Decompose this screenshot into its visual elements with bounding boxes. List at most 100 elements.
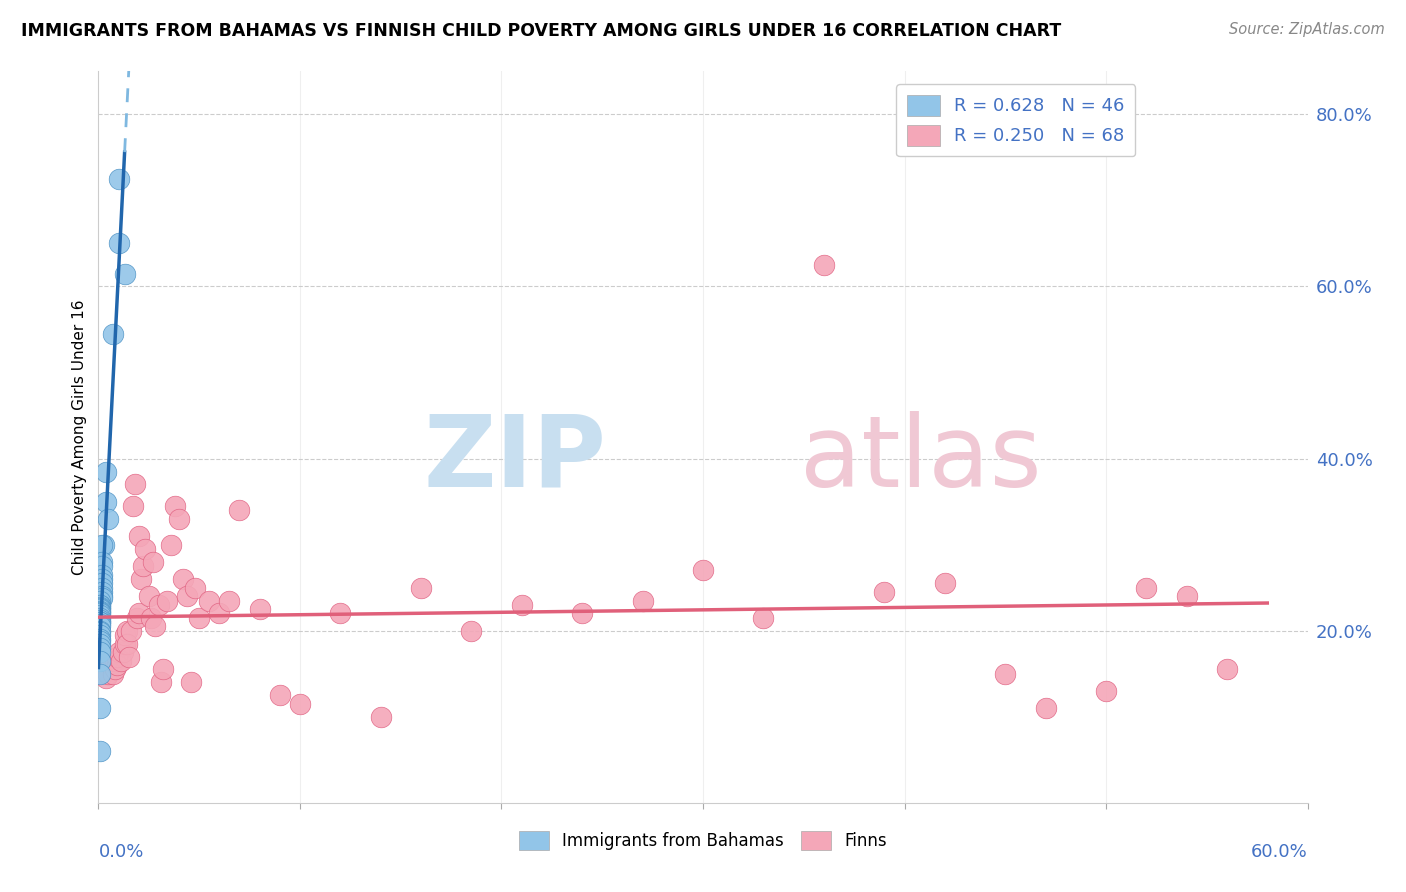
Point bbox=[105, 658, 128, 673]
Point bbox=[107, 645, 129, 659]
Text: Source: ZipAtlas.com: Source: ZipAtlas.com bbox=[1229, 22, 1385, 37]
Point bbox=[96, 494, 118, 508]
Point bbox=[288, 697, 311, 711]
Point bbox=[128, 529, 150, 543]
Point bbox=[128, 607, 150, 621]
Point bbox=[89, 616, 111, 631]
Point bbox=[934, 576, 956, 591]
Point bbox=[107, 172, 129, 186]
Point bbox=[89, 607, 111, 621]
Point bbox=[510, 598, 533, 612]
Y-axis label: Child Poverty Among Girls Under 16: Child Poverty Among Girls Under 16 bbox=[72, 300, 87, 574]
Point bbox=[89, 593, 111, 607]
Point bbox=[1216, 662, 1239, 676]
Point bbox=[89, 645, 111, 659]
Point bbox=[91, 589, 114, 603]
Point bbox=[180, 675, 202, 690]
Point bbox=[129, 572, 152, 586]
Point bbox=[114, 628, 136, 642]
Point bbox=[152, 662, 174, 676]
Point bbox=[249, 602, 271, 616]
Point bbox=[89, 640, 111, 655]
Point bbox=[148, 598, 170, 612]
Point bbox=[114, 267, 136, 281]
Point bbox=[93, 662, 115, 676]
Point bbox=[103, 662, 125, 676]
Point bbox=[89, 628, 111, 642]
Point bbox=[110, 654, 132, 668]
Point bbox=[89, 666, 111, 681]
Point bbox=[96, 658, 118, 673]
Point bbox=[198, 593, 221, 607]
Point bbox=[873, 585, 896, 599]
Point bbox=[89, 608, 111, 623]
Point bbox=[813, 258, 835, 272]
Point bbox=[101, 666, 124, 681]
Point bbox=[631, 593, 654, 607]
Text: atlas: atlas bbox=[800, 410, 1042, 508]
Point bbox=[103, 654, 125, 668]
Point bbox=[142, 555, 165, 569]
Point bbox=[89, 744, 111, 758]
Point bbox=[115, 637, 138, 651]
Point bbox=[89, 615, 111, 629]
Point bbox=[1135, 581, 1157, 595]
Point bbox=[89, 654, 111, 668]
Point bbox=[118, 649, 141, 664]
Point bbox=[97, 512, 120, 526]
Point bbox=[132, 559, 155, 574]
Point bbox=[105, 649, 128, 664]
Point bbox=[111, 645, 134, 659]
Point bbox=[89, 634, 111, 648]
Text: IMMIGRANTS FROM BAHAMAS VS FINNISH CHILD POVERTY AMONG GIRLS UNDER 16 CORRELATIO: IMMIGRANTS FROM BAHAMAS VS FINNISH CHILD… bbox=[21, 22, 1062, 40]
Point bbox=[100, 658, 122, 673]
Point bbox=[134, 541, 156, 556]
Point bbox=[1095, 684, 1118, 698]
Point bbox=[89, 598, 111, 612]
Point bbox=[91, 555, 114, 569]
Point bbox=[97, 666, 120, 681]
Point bbox=[91, 591, 114, 605]
Point bbox=[89, 599, 111, 614]
Point bbox=[89, 611, 111, 625]
Point bbox=[89, 701, 111, 715]
Point bbox=[409, 581, 432, 595]
Point bbox=[571, 607, 593, 621]
Point bbox=[138, 589, 160, 603]
Point bbox=[692, 564, 714, 578]
Point bbox=[460, 624, 482, 638]
Point bbox=[167, 512, 190, 526]
Point bbox=[208, 607, 231, 621]
Point bbox=[91, 576, 114, 591]
Point bbox=[125, 611, 148, 625]
Point bbox=[91, 567, 114, 582]
Point bbox=[121, 499, 143, 513]
Point bbox=[89, 619, 111, 633]
Point bbox=[184, 581, 207, 595]
Point bbox=[89, 613, 111, 627]
Point bbox=[752, 611, 775, 625]
Point bbox=[89, 625, 111, 640]
Point bbox=[91, 538, 114, 552]
Point bbox=[329, 607, 352, 621]
Point bbox=[89, 624, 111, 638]
Point bbox=[89, 604, 111, 618]
Point bbox=[101, 326, 124, 341]
Point bbox=[89, 601, 111, 615]
Point bbox=[188, 611, 211, 625]
Point bbox=[172, 572, 194, 586]
Text: 0.0%: 0.0% bbox=[98, 843, 143, 861]
Text: 60.0%: 60.0% bbox=[1251, 843, 1308, 861]
Legend: Immigrants from Bahamas, Finns: Immigrants from Bahamas, Finns bbox=[512, 824, 894, 856]
Point bbox=[228, 503, 250, 517]
Point bbox=[120, 624, 142, 638]
Point bbox=[89, 632, 111, 647]
Point bbox=[91, 581, 114, 595]
Point bbox=[994, 666, 1017, 681]
Point bbox=[93, 538, 115, 552]
Point bbox=[96, 671, 118, 685]
Point bbox=[89, 615, 111, 629]
Point bbox=[107, 236, 129, 251]
Point bbox=[89, 605, 111, 619]
Point bbox=[160, 538, 183, 552]
